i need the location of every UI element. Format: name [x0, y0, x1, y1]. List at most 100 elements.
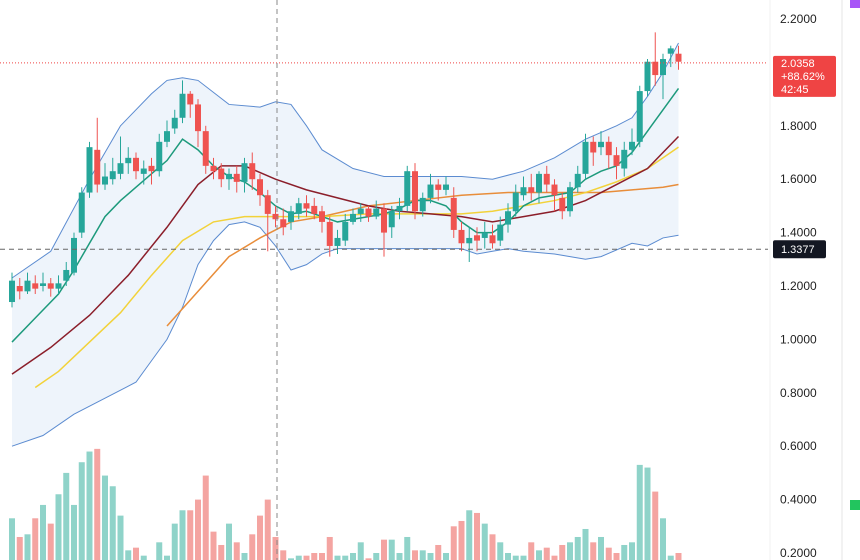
y-tick-label: 1.2000: [780, 279, 817, 293]
candle-body: [458, 229, 465, 244]
candle-body: [404, 171, 411, 206]
volume-bar: [86, 451, 93, 560]
volume-bar: [241, 553, 248, 560]
candle-body: [55, 283, 62, 289]
y-tick-label: 0.2000: [780, 546, 817, 560]
candle-body: [636, 91, 643, 142]
y-tick-label: 0.6000: [780, 439, 817, 453]
y-tick-label: 0.8000: [780, 386, 817, 400]
candle-body: [489, 235, 496, 244]
bollinger-upper-line: [11, 42, 679, 279]
candle-body: [195, 104, 201, 132]
price-tag-countdown: 42:45: [781, 84, 809, 96]
candle-body: [629, 141, 635, 150]
candle-body: [412, 171, 418, 212]
candle-body: [187, 93, 194, 105]
candle-body: [24, 280, 31, 292]
volume-bar: [644, 467, 651, 560]
candle-body: [210, 165, 217, 172]
volume-bar: [551, 555, 558, 560]
candle-body: [427, 184, 434, 198]
volume-layer: [9, 448, 682, 560]
candle-body: [249, 163, 256, 180]
volume-bar: [326, 536, 333, 560]
volume-bar: [675, 553, 682, 560]
bollinger-lower-line: [11, 221, 679, 447]
candle-body: [47, 283, 54, 289]
candle-body: [117, 163, 124, 174]
candle-body: [667, 48, 674, 54]
candle-body: [574, 173, 581, 188]
candle-body: [644, 61, 651, 92]
volume-bar: [226, 523, 232, 560]
volume-bar: [574, 536, 581, 560]
price-tag-price: 2.0358: [781, 58, 815, 70]
volume-bar: [450, 526, 457, 560]
candle-body: [505, 211, 511, 225]
volume-bar: [412, 550, 418, 560]
volume-bar: [78, 462, 85, 560]
crosshair-price-label: 1.3377: [781, 244, 815, 256]
volume-bar: [582, 528, 589, 560]
candle-body: [660, 59, 666, 76]
volume-bar: [567, 542, 573, 560]
volume-bar: [396, 553, 403, 560]
volume-bar: [257, 515, 263, 560]
volume-bar: [32, 518, 39, 560]
candle-body: [171, 117, 178, 129]
candle-body: [109, 171, 116, 180]
candle-body: [567, 187, 573, 212]
volume-bar: [202, 475, 209, 560]
candle-body: [598, 141, 604, 148]
candle-body: [466, 237, 473, 244]
volume-bar: [94, 448, 101, 560]
candle-body: [319, 211, 325, 222]
volume-bar: [249, 534, 256, 560]
candle-body: [536, 173, 542, 193]
volume-bar: [171, 523, 178, 560]
y-tick-label: 1.6000: [780, 172, 817, 186]
candle-body: [350, 213, 356, 222]
candle-body: [543, 173, 550, 185]
volume-bar: [590, 542, 597, 560]
volume-bar: [559, 544, 566, 560]
candle-body: [179, 93, 186, 118]
candle-body: [590, 141, 597, 153]
volume-bar: [497, 542, 504, 560]
volume-bar: [288, 558, 294, 560]
candle-body: [652, 61, 659, 76]
candle-body: [551, 184, 558, 196]
volume-bar: [334, 555, 341, 560]
green-marker: [850, 500, 860, 510]
candle-body: [94, 149, 101, 185]
volume-bar: [71, 504, 77, 560]
volume-bar: [210, 531, 217, 560]
y-axis: 2.2000 1.8000 1.6000 1.4000 1.2000 1.0000 0.80…: [780, 12, 817, 560]
volume-bar: [652, 491, 659, 560]
price-tag: [773, 55, 836, 97]
candle-body: [63, 269, 70, 281]
candle-body: [148, 165, 155, 172]
volume-bar: [636, 464, 643, 560]
y-tick-label: 1.0000: [780, 332, 817, 346]
candle-body: [78, 192, 85, 233]
volume-bar: [47, 523, 54, 560]
candle-body: [334, 237, 341, 246]
price-tags: 2.0358+88.62%42:45 1.3377: [773, 55, 836, 259]
volume-bar: [55, 494, 62, 560]
candle-body: [140, 168, 147, 174]
candle-body: [272, 213, 279, 220]
volume-bar: [102, 475, 108, 560]
candle-body: [450, 197, 457, 230]
candle-body: [613, 155, 620, 166]
volume-bar: [629, 542, 635, 560]
volume-bar: [598, 536, 604, 560]
volume-bar: [667, 555, 674, 560]
volume-bar: [63, 472, 70, 560]
candle-body: [528, 187, 535, 193]
candle-body: [582, 141, 589, 174]
candle-body: [373, 208, 380, 217]
volume-bar: [9, 518, 15, 560]
